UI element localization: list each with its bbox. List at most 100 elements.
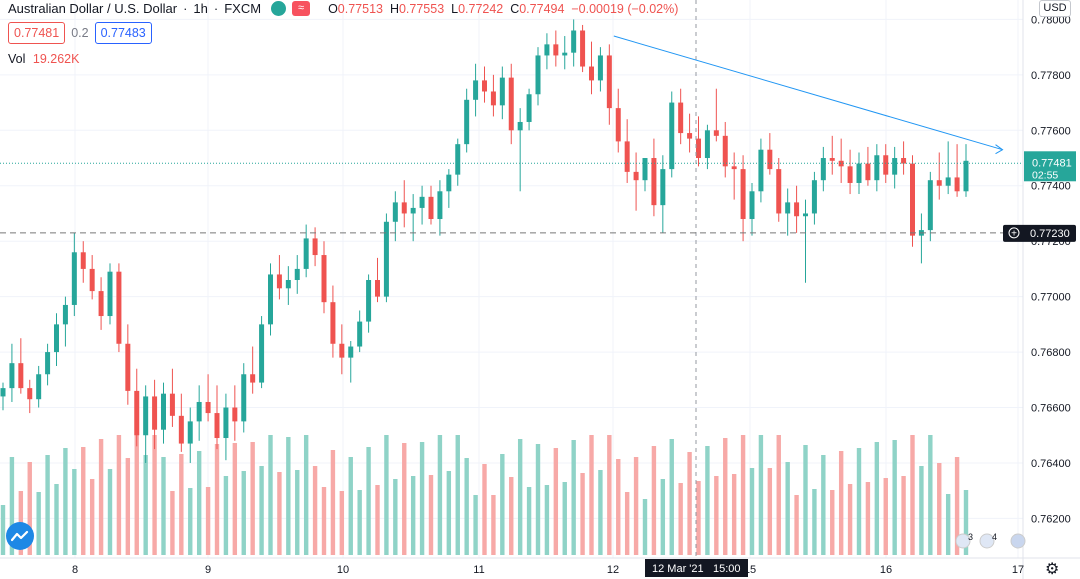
candle-body [339,343,345,358]
time-tick-label: 12 [607,564,619,576]
candle-body [392,202,398,222]
volume-bar [847,484,853,555]
candle-body [250,374,256,383]
volume-bar [0,505,6,555]
candle-body [811,180,817,214]
economic-event-icon[interactable] [979,533,995,549]
volume-bar [553,448,559,555]
volume-bar [687,452,692,555]
quote-boxes: 0.77481 0.2 0.77483 [8,22,152,44]
candle-body [419,196,425,208]
volume-bar [785,462,790,555]
candle-body [71,252,77,305]
price-tick-label: 0.77600 [1031,125,1071,137]
high-value: 0.77553 [398,1,445,16]
candle-body [526,94,532,122]
sell-button[interactable]: 0.77481 [8,22,66,44]
candle-body [785,202,791,214]
candle-body [276,274,282,289]
candle-body [678,102,684,134]
candle-body [927,180,933,231]
volume-bar [241,471,246,555]
volume-bar [669,439,674,555]
candle-body [330,302,336,344]
candle-body [169,393,175,416]
volume-bar [437,435,443,555]
candle-body [544,44,550,56]
candle-body [517,121,523,131]
candle-body [767,149,773,170]
market-status-icon[interactable] [271,1,287,16]
volume-bar [633,457,639,555]
buy-button[interactable]: 0.77483 [94,22,152,44]
volume-bar [731,474,737,555]
candle-body [428,196,434,220]
tradingview-logo-icon[interactable] [6,522,34,550]
volume-bar [928,435,933,555]
economic-event-icon[interactable] [1010,533,1026,549]
candle-body [589,66,594,81]
candle-body [437,191,443,220]
candle-body [794,202,800,217]
candle-body [660,169,666,206]
candle-body [36,374,42,400]
candle-body [865,163,871,181]
volume-bar [776,435,781,555]
settings-gear-icon[interactable]: ⚙ [1045,561,1060,578]
volume-bar [544,485,550,555]
compare-icon[interactable]: ≈ [292,1,311,16]
economic-event-icon[interactable] [955,533,971,549]
price-tick-label: 0.77000 [1031,292,1071,304]
volume-bar [526,487,532,555]
volume-bar [321,487,327,555]
candle-body [89,268,95,292]
volume-bar [98,439,104,555]
volume-label: Vol [8,52,26,66]
plus-icon[interactable]: + [1011,228,1017,239]
currency-button[interactable]: USD [1039,0,1071,17]
volume-value: 19.262K [32,52,80,66]
volume-bar [348,457,353,555]
candle-body [945,177,951,186]
volume-bar [89,479,95,555]
volume-bar [874,442,880,555]
volume-bar [589,435,594,555]
volume-bar [54,484,59,555]
volume-bar [696,481,701,555]
volume-bar [446,471,452,555]
add-alert-icon[interactable] [1008,227,1020,239]
volume-bar [375,485,380,555]
volume-bar [482,464,487,555]
candle-body [54,324,59,353]
volume-bar [277,472,282,555]
volume-legend[interactable]: Vol 19.262K [8,52,79,66]
volume-bar [767,468,773,555]
candle-body [0,388,6,397]
volume-bar [250,442,255,555]
candle-body [196,401,202,422]
symbol-legend[interactable]: Australian Dollar / U.S. Dollar · 1h · F… [8,1,678,16]
candle-body [749,191,755,220]
candle-body [143,396,149,436]
candle-body [294,268,300,280]
candle-body [107,271,113,317]
volume-bar [919,466,924,555]
volume-bar [9,457,15,555]
candle-body [45,352,51,375]
volume-bar [45,455,50,555]
current-price-badge [1024,151,1076,182]
crosshair-date-label: 12 Mar '21 [652,563,704,575]
volume-bar [455,435,460,555]
volume-bar [571,440,576,555]
candle-body [954,177,960,192]
volume-bar [562,482,567,555]
price-tick-label: 0.76400 [1031,458,1071,470]
candle-body [553,44,559,56]
volume-bar [723,438,728,555]
volume-bar [901,476,906,555]
volume-bar [152,435,157,555]
candle-body [9,363,15,389]
volume-bar [803,445,808,555]
candle-body [803,213,808,217]
